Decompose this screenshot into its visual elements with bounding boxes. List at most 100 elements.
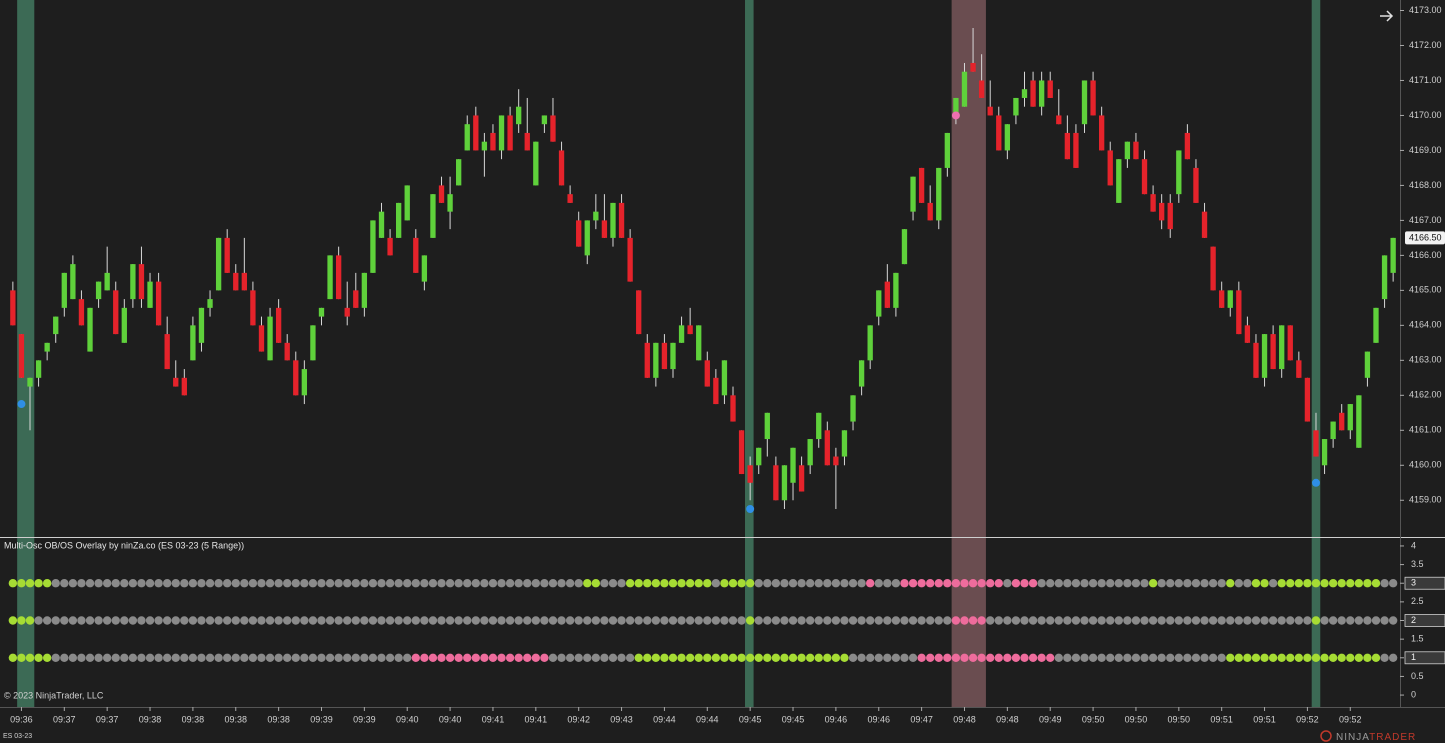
state-dot <box>1243 579 1252 588</box>
state-dot <box>214 616 223 625</box>
state-dot <box>1037 653 1046 662</box>
state-dot <box>42 653 52 662</box>
state-dot <box>188 579 198 588</box>
state-dot <box>685 616 695 625</box>
y-tick-label: 4170.00 <box>1409 110 1442 120</box>
candle-body <box>147 281 153 308</box>
candle <box>1184 124 1191 160</box>
state-dot <box>1140 653 1149 662</box>
candle <box>1038 71 1045 116</box>
candle <box>773 456 779 501</box>
state-dot <box>651 579 661 588</box>
state-dot <box>197 616 206 625</box>
state-dot <box>1380 653 1389 662</box>
candle <box>121 299 127 343</box>
state-dot <box>900 579 909 588</box>
candle-body <box>541 115 548 125</box>
candle-body <box>901 229 908 265</box>
state-dot <box>600 653 609 662</box>
state-dot <box>394 653 403 662</box>
candle-body <box>1287 325 1293 361</box>
candle-body <box>138 264 145 300</box>
x-tick-label: 09:37 <box>96 714 119 724</box>
candle <box>53 316 59 343</box>
candle-body <box>618 202 625 238</box>
state-dot <box>1388 616 1398 625</box>
x-tick-label: 09:38 <box>224 714 247 724</box>
logo-text: NINJATRADER <box>1336 732 1416 743</box>
x-tick-label: 09:44 <box>653 714 676 724</box>
state-dot <box>848 653 858 662</box>
candle <box>636 290 642 335</box>
state-dot <box>1020 616 1029 625</box>
state-dot <box>1328 616 1338 625</box>
state-dot <box>977 616 986 625</box>
candle <box>524 97 530 151</box>
state-dot <box>205 579 215 588</box>
candle-body <box>798 465 805 492</box>
state-dot <box>514 653 523 662</box>
state-dot <box>1217 579 1226 588</box>
state-dot <box>1363 616 1372 625</box>
state-dot <box>94 579 103 588</box>
candle <box>858 360 865 396</box>
state-dot <box>334 579 343 588</box>
candle <box>61 272 67 317</box>
state-dot <box>85 616 95 625</box>
candle-body <box>353 290 359 308</box>
candle-body <box>498 115 505 151</box>
state-dot <box>540 653 549 662</box>
candle-body <box>884 281 890 308</box>
state-dot <box>1131 653 1141 662</box>
candle <box>1004 124 1011 160</box>
state-dot <box>1226 579 1235 588</box>
state-dot <box>162 616 172 625</box>
candle-body <box>473 115 479 151</box>
candle <box>1116 159 1122 203</box>
state-dot <box>617 579 626 588</box>
state-dot <box>694 653 703 662</box>
state-dot <box>137 616 146 625</box>
candle <box>1270 325 1276 370</box>
state-dot <box>583 616 592 625</box>
y-tick-label: 4165.00 <box>1409 285 1442 295</box>
state-dot <box>420 579 429 588</box>
candle-body <box>550 115 556 142</box>
candle <box>790 447 796 501</box>
state-dot <box>1097 579 1106 588</box>
state-dot <box>240 653 249 662</box>
state-dot <box>111 579 120 588</box>
state-dot <box>291 653 300 662</box>
state-dot <box>703 616 712 625</box>
state-dot <box>771 616 781 625</box>
state-dot <box>677 616 686 625</box>
candle-body <box>978 80 985 98</box>
state-dot <box>1157 653 1166 662</box>
state-dot <box>1063 653 1072 662</box>
state-dot <box>805 579 815 588</box>
candle-body <box>27 377 33 387</box>
scroll-arrow-icon[interactable] <box>1380 10 1394 22</box>
candle <box>1390 237 1396 282</box>
candle <box>473 106 479 151</box>
candle-body <box>361 272 368 308</box>
state-dot <box>848 616 858 625</box>
state-dot <box>1268 616 1278 625</box>
candle <box>301 360 308 405</box>
state-dot <box>274 653 283 662</box>
state-dot <box>728 579 738 588</box>
state-dot <box>1251 579 1261 588</box>
candle <box>1279 325 1285 378</box>
state-dot <box>8 653 18 662</box>
candle <box>1304 377 1311 422</box>
state-dot <box>403 579 412 588</box>
state-dot <box>60 653 69 662</box>
state-dot <box>565 616 575 625</box>
state-dot <box>1063 579 1072 588</box>
y-tick-label: 4167.00 <box>1409 215 1442 225</box>
candle-body <box>764 412 770 440</box>
x-tick-label: 09:46 <box>825 714 848 724</box>
state-dot <box>265 653 275 662</box>
candle-body <box>35 360 42 378</box>
state-dot <box>411 579 420 588</box>
